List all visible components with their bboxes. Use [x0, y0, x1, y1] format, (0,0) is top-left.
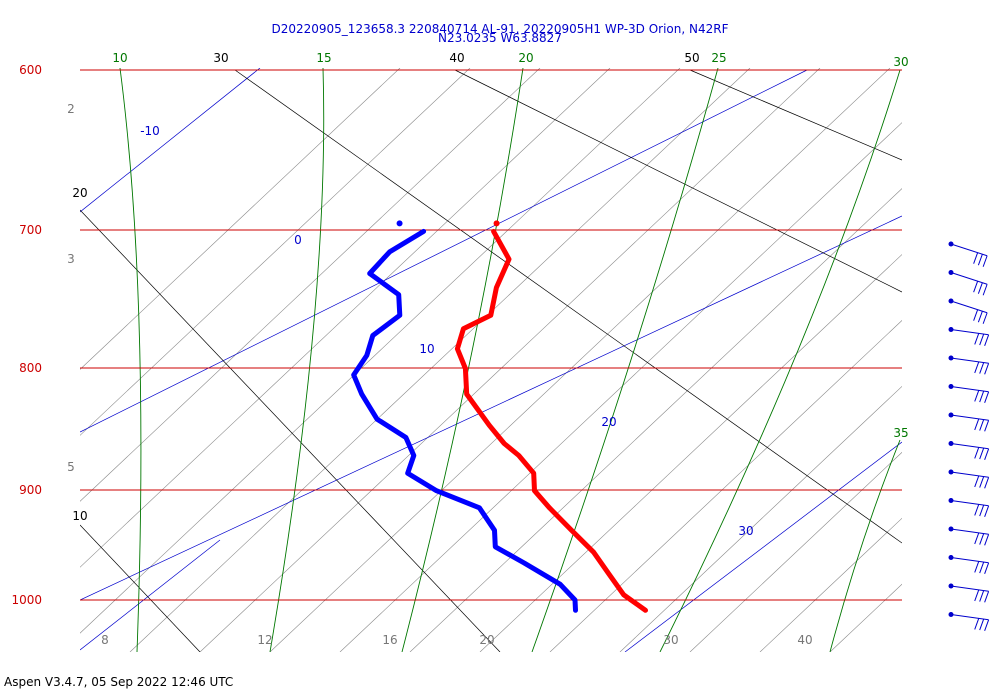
dry-adiabat-line — [759, 517, 902, 652]
pressure-label-1000: 1000 — [11, 593, 42, 607]
wind-barb — [948, 555, 990, 574]
dry-adiabat-line — [689, 451, 902, 652]
dry-adiabat-line — [409, 188, 902, 652]
dry-adiabat-line — [80, 68, 681, 634]
bottom-axis-label: 12 — [257, 633, 272, 647]
moist-adiabat-line — [659, 69, 901, 652]
dewpoint-top-dot — [396, 220, 403, 227]
moist-adiabat-line — [119, 68, 142, 652]
dry-adiabat-label: 3 — [67, 252, 75, 266]
wind-barb — [948, 498, 990, 517]
bottom-axis-label: 40 — [797, 633, 812, 647]
mixing-ratio-line — [80, 209, 501, 652]
mixing-ratio-line — [454, 69, 902, 293]
moist-adiabat-label: 35 — [893, 426, 908, 440]
bottom-axis-label: 20 — [479, 633, 494, 647]
bottom-axis-label: 8 — [101, 633, 109, 647]
dry-adiabat-line — [269, 68, 891, 652]
mixing-ratio-line — [234, 69, 902, 544]
dry-adiabat-line — [80, 68, 401, 370]
wind-barb — [948, 612, 990, 631]
isotherm-line — [80, 215, 902, 601]
pressure-label-900: 900 — [19, 483, 42, 497]
dry-adiabat-line — [619, 385, 902, 652]
wind-barbs — [948, 241, 990, 631]
moist-adiabat-label: 20 — [518, 51, 533, 65]
dry-adiabat-line — [199, 68, 821, 652]
wind-barb — [948, 270, 988, 296]
isotherm-line — [80, 539, 221, 651]
title-line-2: N23.0235 W63.8827 — [438, 31, 562, 45]
sounding-profiles — [351, 220, 648, 613]
dry-adiabat-line — [80, 68, 541, 502]
dry-adiabat-line — [80, 68, 611, 568]
dry-adiabat-line — [339, 122, 902, 652]
mixing-ratio-line — [689, 69, 902, 161]
dry-adiabat-label: 2 — [67, 102, 75, 116]
wind-barb — [948, 298, 988, 324]
footer-version: Aspen V3.4.7, 05 Sep 2022 12:46 UTC — [4, 675, 233, 689]
moist-adiabat-line — [401, 68, 524, 652]
isotherm-line — [624, 441, 902, 652]
moist-adiabat-label: 10 — [112, 51, 127, 65]
isotherm-label: 20 — [601, 415, 616, 429]
dry-adiabat-label: 5 — [67, 460, 75, 474]
pressure-label-600: 600 — [19, 63, 42, 77]
isotherm-label: 0 — [294, 233, 302, 247]
moist-adiabat-line — [531, 68, 719, 652]
wind-barb — [948, 384, 990, 403]
dewpoint-profile — [351, 228, 578, 613]
background-grid — [80, 68, 902, 652]
dry-adiabat-line — [479, 254, 902, 652]
wind-barb — [948, 583, 990, 603]
mixing-ratio-label: 20 — [72, 186, 87, 200]
moist-adiabat-line — [269, 68, 325, 652]
wind-barb — [948, 469, 990, 489]
moist-adiabat-label: 25 — [711, 51, 726, 65]
isobars — [80, 69, 902, 601]
bottom-axis-label: 30 — [663, 633, 678, 647]
wind-barb — [948, 412, 990, 432]
wind-barb — [948, 526, 990, 546]
temperature-top-dot — [493, 220, 500, 227]
wind-barb — [948, 241, 988, 267]
dry-adiabat-line — [80, 68, 471, 436]
mixing-ratio-line — [80, 524, 201, 652]
moist-adiabat-label: 15 — [316, 51, 331, 65]
mixing-ratio-label: 30 — [213, 51, 228, 65]
wind-barb — [948, 327, 990, 346]
bottom-axis-label: 16 — [382, 633, 397, 647]
pressure-label-700: 700 — [19, 223, 42, 237]
isotherm-label: 10 — [419, 342, 434, 356]
isotherm-label: -10 — [140, 124, 160, 138]
wind-barb — [948, 355, 990, 375]
moist-adiabat-label: 30 — [893, 55, 908, 69]
mixing-ratio-label: 10 — [72, 509, 87, 523]
dry-adiabat-line — [549, 320, 902, 652]
wind-barb — [948, 441, 990, 460]
isotherm-label: 30 — [738, 524, 753, 538]
isotherm-line — [80, 68, 261, 213]
moist-adiabat-line — [829, 439, 901, 652]
pressure-label-800: 800 — [19, 361, 42, 375]
temperature-profile — [454, 228, 648, 613]
isotherm-line — [80, 69, 808, 433]
mixing-ratio-label: 50 — [684, 51, 699, 65]
title-line-1: D20220905_123658.3 220840714 AL-91, 2022… — [271, 22, 728, 36]
mixing-ratio-label: 40 — [449, 51, 464, 65]
